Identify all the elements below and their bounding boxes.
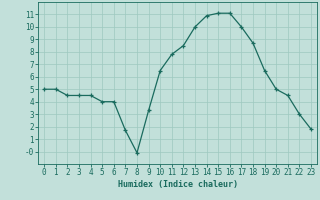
X-axis label: Humidex (Indice chaleur): Humidex (Indice chaleur)	[118, 180, 238, 189]
